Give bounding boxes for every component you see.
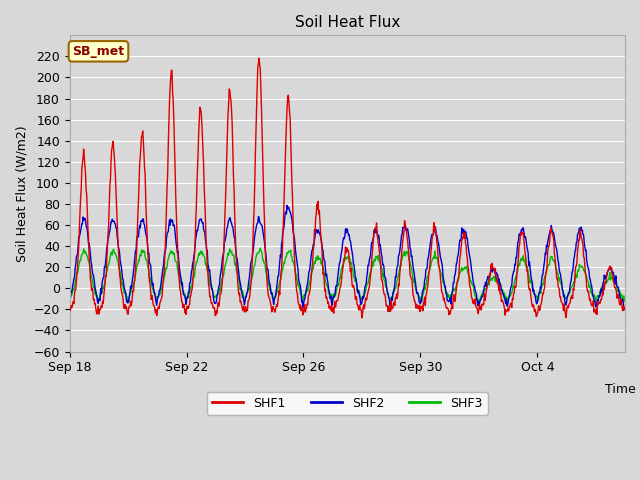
Y-axis label: Soil Heat Flux (W/m2): Soil Heat Flux (W/m2) <box>15 125 28 262</box>
SHF2 <box>284 203 291 208</box>
SHF3 <box>417 297 424 302</box>
Line: SHF3: SHF3 <box>70 248 625 303</box>
SHF3 <box>621 298 628 304</box>
SHF2 <box>260 235 268 240</box>
SHF2 <box>324 285 332 291</box>
SHF3 <box>325 289 333 295</box>
SHF3 <box>66 292 74 298</box>
SHF1 <box>530 303 538 309</box>
SHF1 <box>396 283 403 288</box>
Title: Soil Heat Flux: Soil Heat Flux <box>294 15 400 30</box>
SHF3 <box>184 295 192 300</box>
SHF1 <box>260 218 268 224</box>
SHF2 <box>529 288 537 294</box>
SHF1 <box>255 56 263 61</box>
SHF1 <box>324 299 332 305</box>
SHF2 <box>395 253 403 259</box>
SHF1 <box>417 308 424 314</box>
SHF2 <box>184 295 191 300</box>
Line: SHF2: SHF2 <box>70 205 625 309</box>
SHF3 <box>530 288 538 293</box>
SHF3 <box>396 270 403 276</box>
SHF2 <box>416 300 424 305</box>
SHF1 <box>184 305 191 311</box>
SHF2 <box>66 298 74 303</box>
Text: SB_met: SB_met <box>72 45 125 58</box>
SHF2 <box>621 306 628 312</box>
SHF3 <box>124 300 132 306</box>
SHF1 <box>66 303 74 309</box>
Legend: SHF1, SHF2, SHF3: SHF1, SHF2, SHF3 <box>207 392 488 415</box>
X-axis label: Time: Time <box>605 383 636 396</box>
SHF3 <box>257 245 264 251</box>
SHF3 <box>261 262 269 268</box>
SHF1 <box>358 315 366 321</box>
Line: SHF1: SHF1 <box>70 59 625 318</box>
SHF1 <box>621 304 628 310</box>
